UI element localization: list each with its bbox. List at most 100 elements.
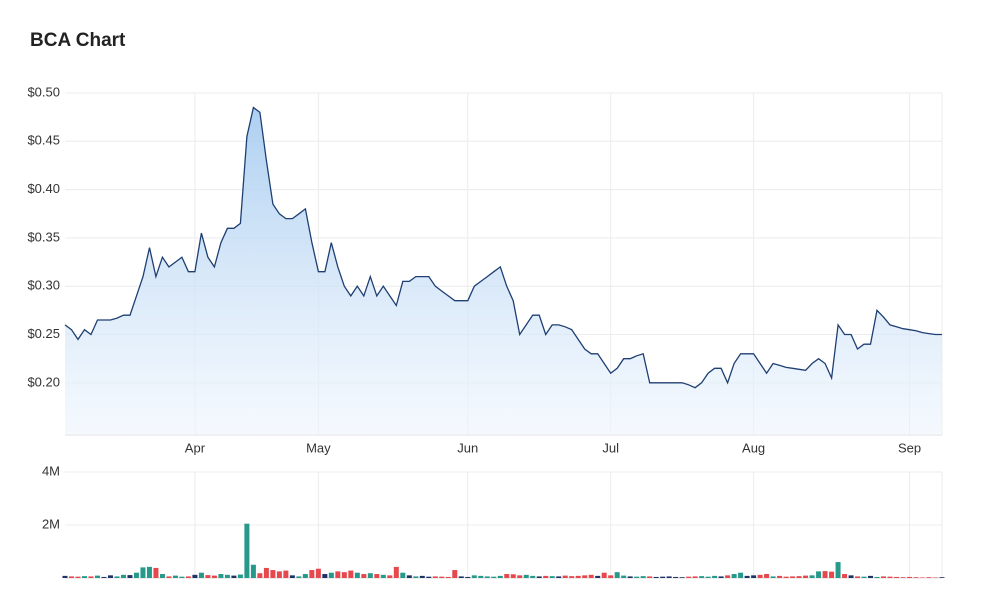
volume-bar [218,574,224,578]
price-area [65,107,942,435]
volume-bar [595,575,601,578]
volume-bar [289,575,295,578]
volume-bar [647,576,653,578]
volume-bar [718,576,724,578]
price-line [64,106,942,389]
volume-bar [101,576,107,578]
volume-bar [159,574,165,578]
volume-bar [666,576,672,578]
volume-bar [640,576,646,578]
y-tick-label: $0.30 [27,278,60,293]
y-tick-label: $0.40 [27,181,60,196]
volume-bar [205,575,211,578]
y-tick-label: $0.45 [27,133,60,148]
volume-bar [673,576,679,578]
volume-bar [62,575,68,578]
volume-bar [237,574,243,578]
volume-bar [335,571,341,578]
volume-bar [465,576,471,578]
volume-bar [387,575,393,578]
volume-bar [692,576,698,578]
volume-bar [660,576,666,578]
volume-bar [484,576,490,578]
volume-bar [146,566,152,578]
volume-bar [744,575,750,578]
volume-bar [374,574,380,578]
volume-bar [835,562,841,578]
volume-bar [588,574,594,578]
volume-bar [432,576,438,578]
volume-bar [413,576,419,578]
volume-bar [705,576,711,578]
volume-bar [868,575,874,578]
volume-bar [783,576,789,578]
x-tick-label: Sep [898,440,921,455]
volume-bar [816,571,822,578]
volume-bar [861,576,867,578]
volume-bar [452,570,458,578]
volume-bar [75,576,81,578]
volume-bar [907,576,913,578]
volume-bar [504,574,510,578]
volume-bar [348,570,354,578]
volume-bar [185,576,191,578]
volume-bar [686,576,692,578]
volume-bar [367,573,373,578]
volume-bar [445,576,451,578]
volume-bar [309,570,315,578]
volume-bar [380,574,386,578]
volume-bar [127,575,133,578]
volume-bar [133,572,139,578]
volume-bar [406,575,412,578]
volume-bar [829,571,835,578]
volume-bar [809,575,815,578]
volume-bar [549,576,555,578]
volume-bar [855,576,861,578]
x-tick-label: May [306,440,331,455]
volume-bar [276,571,282,578]
volume-bar [621,575,627,578]
y-tick-label: $0.20 [27,374,60,389]
volume-bar [322,574,328,578]
volume-bar [471,575,477,578]
volume-bar [920,577,926,578]
volume-bar [81,576,87,578]
volume-bar [764,574,770,578]
volume-bar [478,575,484,578]
volume-bar [634,576,640,578]
volume-bar [250,564,256,578]
volume-bar [458,576,464,578]
volume-bar [231,575,237,578]
volume-bar [530,575,536,578]
volume-bar [120,574,126,578]
volume-bar [296,576,302,578]
chart-title: BCA Chart [30,30,126,51]
volume-bar [751,575,757,578]
volume-bar [939,577,945,578]
y-tick-label: $0.25 [27,326,60,341]
y-tick-label: $0.35 [27,229,60,244]
x-tick-label: Aug [742,440,765,455]
y-tick-label: 4M [42,463,60,478]
volume-bar [393,566,399,578]
volume-bar [757,574,763,578]
volume-bar [419,575,425,578]
volume-bar [140,567,146,578]
volume-bar [166,576,172,578]
volume-bar [848,575,854,578]
volume-bar [913,577,919,578]
volume-bar [900,577,906,578]
volume-bar [933,577,939,578]
volume-bar [614,572,620,578]
volume-bar [192,574,198,578]
volume-bar [244,523,250,578]
volume-bar [328,572,334,578]
volume-bar [725,575,731,578]
volume-bar [842,574,848,578]
volume-bar [803,575,809,578]
volume-bar [712,575,718,578]
volume-bar [575,575,581,578]
volume-bar [400,572,406,578]
volume-bar [68,576,74,578]
